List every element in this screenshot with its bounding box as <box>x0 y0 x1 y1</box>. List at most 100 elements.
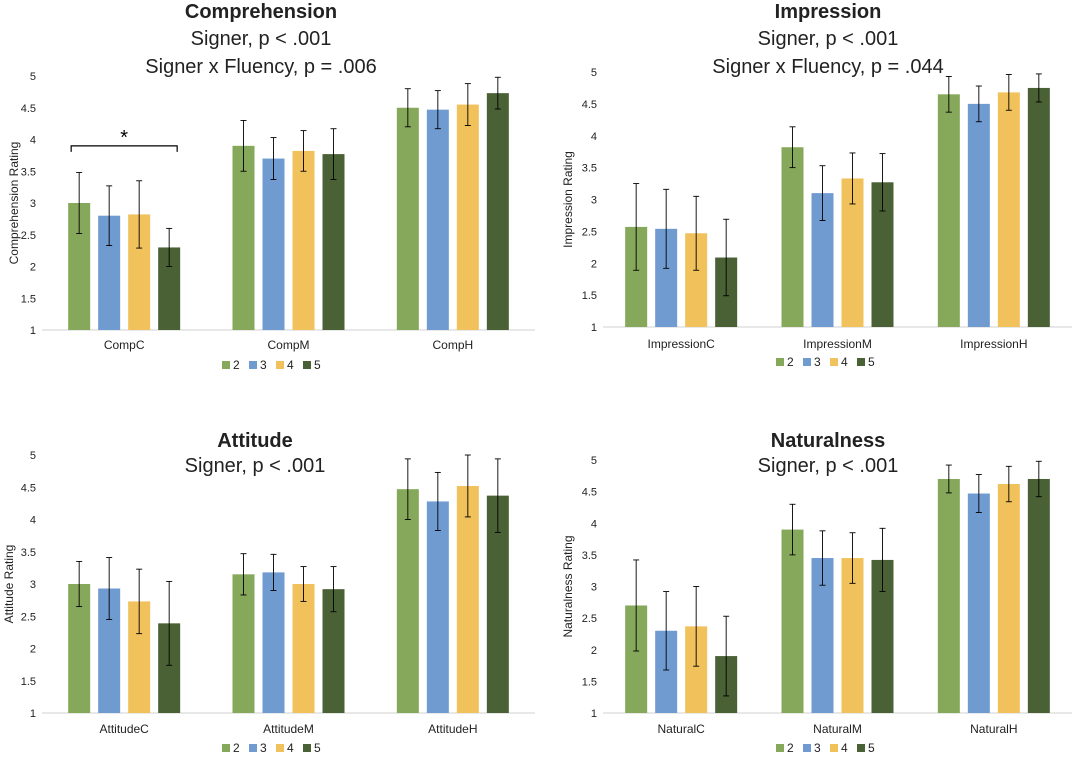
bar-series-4-NaturalM <box>841 558 864 713</box>
y-tick-label: 1.5 <box>21 293 36 305</box>
y-tick-label: 2.5 <box>21 611 36 623</box>
legend: 2 3 4 5 <box>222 741 321 755</box>
chart-subtitle: Signer x Fluency, p = .006 <box>145 56 376 78</box>
bar-series-5-CompC <box>158 247 181 330</box>
bar-series-4-CompC <box>128 214 151 330</box>
y-tick-label: 2 <box>30 644 36 656</box>
y-tick-label: 4.5 <box>21 103 36 115</box>
category-label: ImpressionH <box>960 337 1027 351</box>
bar-series-4-NaturalC <box>685 626 708 713</box>
category-label: AttitudeM <box>263 722 314 736</box>
y-tick-label: 3.5 <box>21 166 36 178</box>
y-tick-label: 1.5 <box>582 290 597 302</box>
significance-marker: * <box>120 127 128 149</box>
legend-swatch-2 <box>776 358 784 366</box>
bar-series-2-CompC <box>68 203 91 330</box>
y-tick-label: 2 <box>30 262 36 274</box>
legend-label-4: 4 <box>287 358 294 372</box>
category-label: ImpressionC <box>647 337 715 351</box>
bar-series-3-ImpressionM <box>811 193 834 327</box>
chart-subtitle: Signer, p < .001 <box>758 28 899 50</box>
y-tick-label: 4 <box>30 135 36 147</box>
bar-series-5-CompH <box>486 93 509 331</box>
legend-label-3: 3 <box>814 355 821 369</box>
legend-label-5: 5 <box>314 741 321 755</box>
bar-series-4-NaturalH <box>997 484 1020 713</box>
legend-label-4: 4 <box>287 741 294 755</box>
legend: 2 3 4 5 <box>776 741 875 755</box>
category-label: ImpressionM <box>803 337 872 351</box>
y-tick-label: 1 <box>30 325 36 337</box>
bar-series-4-ImpressionM <box>841 178 864 327</box>
bar-series-3-AttitudeH <box>426 501 449 713</box>
bar-series-2-NaturalM <box>781 529 804 713</box>
legend-label-2: 2 <box>787 355 794 369</box>
legend-swatch-2 <box>222 361 230 369</box>
y-tick-label: 5 <box>591 455 597 467</box>
y-tick-label: 5 <box>30 71 36 83</box>
bar-series-2-NaturalC <box>625 605 648 713</box>
bar-series-5-ImpressionH <box>1027 87 1050 327</box>
chart-subtitle: Signer, p < .001 <box>758 455 899 477</box>
bar-series-2-ImpressionC <box>625 226 648 327</box>
y-tick-label: 5 <box>30 450 36 462</box>
legend-label-3: 3 <box>260 358 267 372</box>
legend: 2 3 4 5 <box>776 355 875 369</box>
bar-series-3-CompH <box>426 109 449 330</box>
category-label: NaturalC <box>657 722 705 736</box>
legend-swatch-4 <box>830 358 838 366</box>
category-label: NaturalM <box>813 722 862 736</box>
legend-label-4: 4 <box>841 741 848 755</box>
legend-swatch-5 <box>303 744 311 752</box>
legend-label-3: 3 <box>814 741 821 755</box>
y-tick-label: 3.5 <box>582 163 597 175</box>
bar-series-4-CompH <box>456 104 479 330</box>
chart-title: Impression <box>775 1 882 23</box>
chart-title: Comprehension <box>185 1 337 23</box>
legend-swatch-2 <box>222 744 230 752</box>
legend-swatch-4 <box>276 361 284 369</box>
bar-series-2-ImpressionM <box>781 147 804 327</box>
bar-series-2-AttitudeM <box>232 574 255 713</box>
y-tick-label: 4 <box>30 515 36 527</box>
y-tick-label: 4.5 <box>582 99 597 111</box>
bar-series-3-AttitudeC <box>98 588 121 713</box>
bar-series-2-CompH <box>396 107 419 330</box>
bar-series-5-NaturalM <box>871 559 894 713</box>
bar-series-4-AttitudeC <box>128 601 151 713</box>
y-tick-label: 2.5 <box>582 226 597 238</box>
legend-label-2: 2 <box>787 741 794 755</box>
legend-swatch-5 <box>303 361 311 369</box>
legend-swatch-5 <box>857 358 865 366</box>
category-label: AttitudeH <box>428 722 477 736</box>
legend-swatch-2 <box>776 744 784 752</box>
legend-label-2: 2 <box>233 358 240 372</box>
y-tick-label: 3 <box>591 582 597 594</box>
chart-subtitle: Signer, p < .001 <box>191 28 332 50</box>
bar-series-2-NaturalH <box>937 478 960 713</box>
y-tick-label: 2 <box>591 645 597 657</box>
y-tick-label: 1 <box>591 708 597 720</box>
y-tick-label: 3.5 <box>21 547 36 559</box>
chart-panel-1: Comprehension Signer, p < .001 Signer x Fl… <box>7 1 535 372</box>
chart-panel-4: Naturalness Signer, p < .001 Naturalness R… <box>561 430 1072 755</box>
category-label: CompC <box>104 338 145 352</box>
bar-series-4-ImpressionH <box>997 92 1020 328</box>
y-tick-label: 4 <box>591 518 597 530</box>
y-tick-label: 1 <box>30 708 36 720</box>
y-tick-label: 4 <box>591 131 597 143</box>
legend-label-4: 4 <box>841 355 848 369</box>
legend-swatch-3 <box>803 744 811 752</box>
y-tick-label: 1.5 <box>582 676 597 688</box>
legend-swatch-5 <box>857 744 865 752</box>
legend-label-5: 5 <box>868 741 875 755</box>
bar-series-2-AttitudeH <box>396 489 419 713</box>
y-tick-label: 5 <box>591 67 597 79</box>
bar-series-3-NaturalH <box>967 493 990 713</box>
legend-swatch-3 <box>803 358 811 366</box>
bar-series-5-ImpressionM <box>871 182 894 327</box>
y-axis-label: Naturalness Rating <box>561 535 575 637</box>
category-label: NaturalH <box>970 722 1017 736</box>
y-tick-label: 1.5 <box>21 676 36 688</box>
y-axis-label: Impression Rating <box>561 151 575 248</box>
